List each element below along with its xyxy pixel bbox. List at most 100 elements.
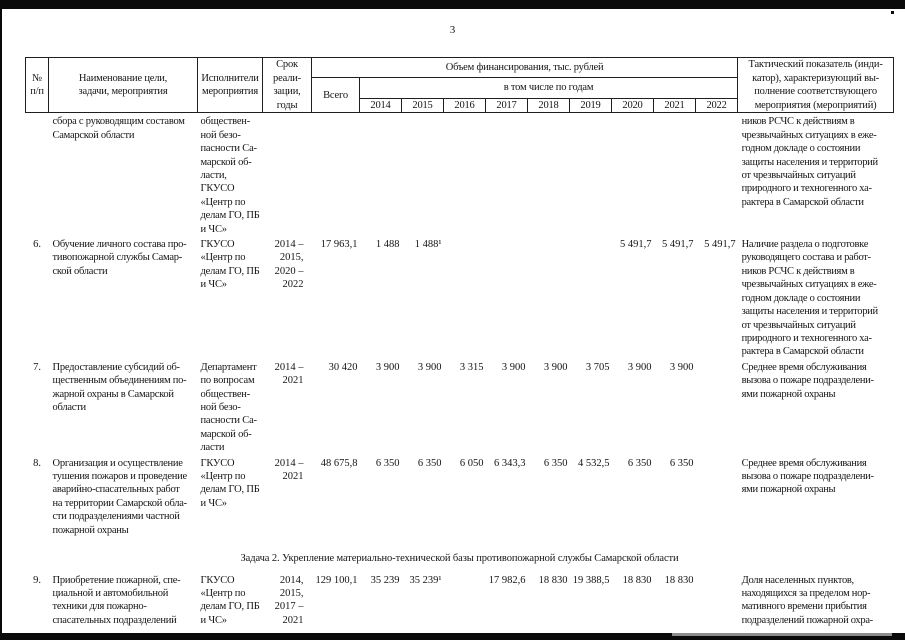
header-year-2018: 2018 — [527, 97, 570, 114]
scan-artifact-bottom-gray — [672, 633, 892, 636]
scan-artifact-bottom-bar — [0, 633, 905, 640]
cell-year-value: 35 239 — [370, 574, 400, 586]
section-row: Задача 2. Укрепление материально-техниче… — [26, 545, 894, 572]
cell-period — [263, 113, 312, 236]
table-header: № п/п Наименование цели, задачи, меропри… — [25, 56, 895, 114]
cell-year-value: 5 491,7 — [662, 239, 694, 251]
cell-year-value: 19 388,5 — [572, 574, 610, 586]
cell-year-value — [486, 236, 528, 359]
cell-period: 2014, 2015, 2017 – 2021 — [274, 574, 304, 626]
cell-period: 2014 – 2021 — [274, 361, 304, 387]
cell-year-value: 17 982,6 — [488, 574, 526, 586]
header-year-2022: 2022 — [694, 97, 739, 114]
header-year-2016: 2016 — [443, 97, 486, 114]
cell-row-number: 6. — [33, 239, 41, 251]
cell-year-value: 3 900 — [501, 361, 526, 373]
cell-year-value — [444, 572, 486, 640]
cell-year-value: 18 830 — [538, 574, 568, 586]
cell-row-number — [26, 113, 49, 236]
cell-year-value: 1 488 — [375, 239, 400, 251]
header-year-2017: 2017 — [485, 97, 528, 114]
header-row-number: № п/п — [25, 56, 49, 114]
cell-year-value — [570, 113, 612, 236]
cell-year-value — [696, 359, 738, 455]
cell-year-value — [444, 113, 486, 236]
cell-year-value: 6 350 — [417, 457, 442, 469]
cell-total — [312, 113, 360, 236]
header-total: Всего — [311, 76, 360, 114]
cell-total: 129 100,1 — [315, 574, 358, 586]
header-activity-name: Наименование цели, задачи, мероприятия — [48, 56, 198, 114]
header-year-2015: 2015 — [401, 97, 444, 114]
financing-table: № п/п Наименование цели, задачи, меропри… — [25, 56, 895, 640]
cell-row-number: 7. — [33, 361, 41, 373]
cell-executor: ГКУСО «Центр по делам ГО, ПБ и ЧС» — [200, 457, 260, 509]
cell-indicator: Среднее время обслуживания вызова о пожа… — [741, 361, 874, 400]
cell-total: 48 675,8 — [320, 457, 358, 469]
header-year-2020: 2020 — [611, 97, 654, 114]
cell-year-value: 35 239¹ — [409, 574, 442, 586]
scan-artifact-left-line — [0, 0, 2, 640]
cell-row-number: 9. — [33, 574, 41, 586]
cell-year-value — [444, 236, 486, 359]
header-by-years: в том числе по годам — [358, 77, 739, 99]
cell-total: 30 420 — [328, 361, 358, 373]
cell-year-value — [696, 455, 738, 545]
header-year-2021: 2021 — [653, 97, 696, 114]
cell-year-value: 3 900 — [627, 361, 652, 373]
header-period: Срок реали- зации, годы — [262, 56, 312, 114]
section-title: Задача 2. Укрепление материально-техниче… — [240, 553, 679, 565]
cell-year-value: 18 830 — [622, 574, 652, 586]
cell-year-value: 5 491,7 — [620, 239, 652, 251]
cell-executor: Департамент по вопросам обществен- ной б… — [200, 361, 258, 454]
cell-year-value: 6 350 — [627, 457, 652, 469]
cell-row-number: 8. — [33, 457, 41, 469]
header-executor: Исполнители мероприятия — [197, 56, 263, 114]
cell-year-value — [402, 113, 444, 236]
cell-year-value — [486, 113, 528, 236]
header-indicator: Тактический показатель (инди- катор), ха… — [737, 56, 895, 114]
cell-year-value: 18 830 — [664, 574, 694, 586]
header-year-2019: 2019 — [569, 97, 612, 114]
cell-year-value: 5 491,7 — [704, 239, 736, 251]
cell-year-value: 1 488¹ — [414, 239, 442, 251]
cell-indicator: Среднее время обслуживания вызова о пожа… — [741, 457, 874, 496]
cell-activity-name: Приобретение пожарной, спе- циальной и а… — [52, 574, 181, 626]
cell-activity-name: Обучение личного состава про- тивопожарн… — [52, 239, 187, 277]
cell-year-value — [528, 236, 570, 359]
cell-year-value: 6 350 — [543, 457, 568, 469]
cell-year-value — [696, 113, 738, 236]
cell-year-value: 6 350 — [669, 457, 694, 469]
cell-executor: обществен- ной безо- пасности Са- марско… — [200, 116, 260, 235]
cell-year-value — [654, 113, 696, 236]
cell-indicator: ников РСЧС к действиям в чрезвычайных си… — [741, 116, 879, 208]
page-number: 3 — [449, 24, 456, 36]
table-row: 7. Предоставление субсидий об- щественны… — [26, 359, 894, 455]
cell-year-value — [360, 113, 402, 236]
cell-year-value: 6 050 — [459, 457, 484, 469]
cell-year-value: 3 900 — [417, 361, 442, 373]
cell-executor: ГКУСО «Центр по делам ГО, ПБ и ЧС» — [200, 239, 260, 291]
cell-year-value: 3 900 — [669, 361, 694, 373]
cell-year-value: 3 705 — [585, 361, 610, 373]
cell-year-value: 6 343,3 — [494, 457, 526, 469]
table-row: 6. Обучение личного состава про- тивопож… — [26, 236, 894, 359]
cell-period: 2014 – 2021 — [274, 457, 304, 482]
cell-year-value — [570, 236, 612, 359]
cell-year-value — [696, 572, 738, 640]
table-row: 8. Организация и осуществление тушения п… — [26, 455, 894, 545]
cell-total: 17 963,1 — [320, 239, 358, 251]
cell-indicator: Доля населенных пунктов, находящихся за … — [741, 574, 874, 626]
cell-year-value: 3 900 — [375, 361, 400, 373]
cell-year-value: 4 532,5 — [578, 457, 610, 469]
cell-year-value: 6 350 — [375, 457, 400, 469]
header-year-2014: 2014 — [359, 97, 402, 114]
header-financing: Объем финансирования, тыс. рублей — [310, 57, 739, 78]
table-row: сбора с руководящим составом Самарской о… — [26, 113, 894, 236]
cell-executor: ГКУСО «Центр по делам ГО, ПБ и ЧС» — [200, 574, 260, 626]
table-row: 9. Приобретение пожарной, спе- циальной … — [26, 572, 894, 640]
scan-artifact-dot — [891, 11, 894, 14]
cell-year-value — [612, 113, 654, 236]
cell-year-value: 3 900 — [543, 361, 568, 373]
cell-year-value — [528, 113, 570, 236]
